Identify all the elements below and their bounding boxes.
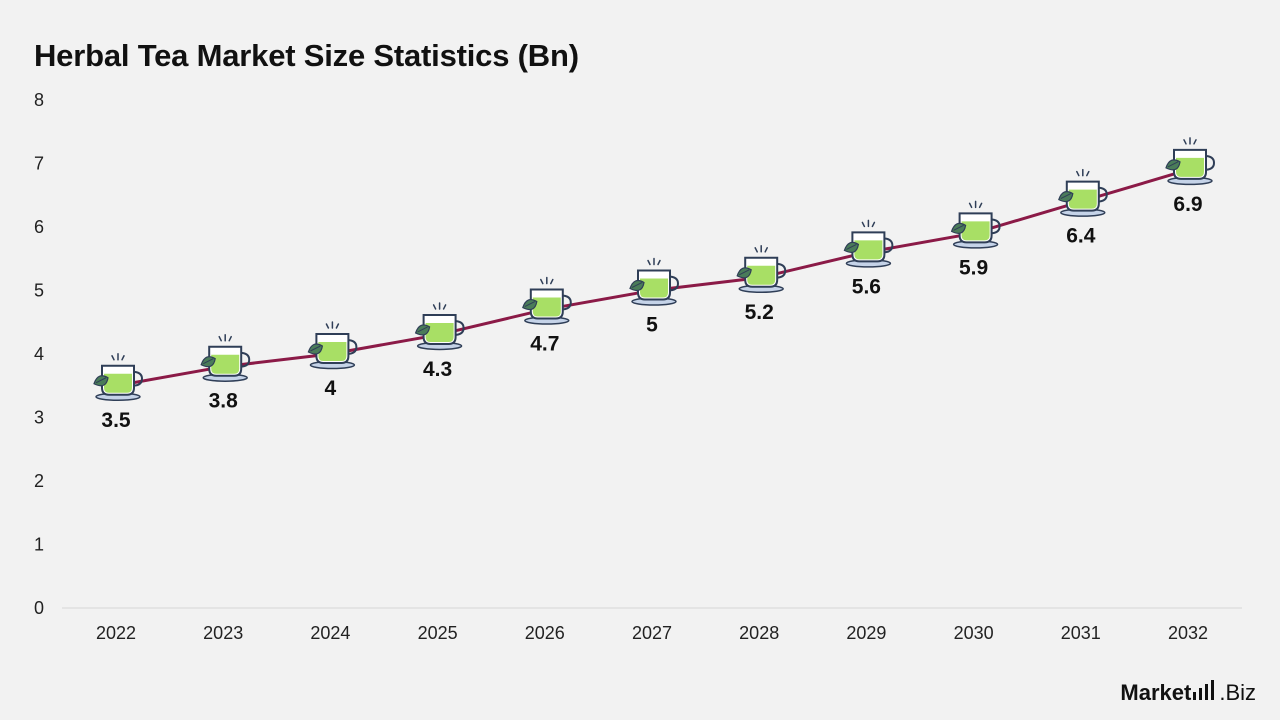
data-label: 5.9 <box>959 256 988 279</box>
y-tick-label: 7 <box>34 154 44 174</box>
tea-cup-icon <box>1165 137 1216 186</box>
y-tick-label: 8 <box>34 90 44 110</box>
data-label: 5.2 <box>745 301 774 324</box>
y-tick-label: 2 <box>34 471 44 491</box>
x-tick-label: 2032 <box>1168 623 1208 643</box>
x-tick-label: 2022 <box>96 623 136 643</box>
y-tick-label: 1 <box>34 535 44 555</box>
tea-cup-icon <box>200 333 251 382</box>
brand-name-strong: Market <box>1120 680 1192 705</box>
tea-cup-icon <box>843 219 894 268</box>
x-tick-label: 2026 <box>525 623 565 643</box>
data-label: 6.9 <box>1173 193 1202 216</box>
x-tick-label: 2029 <box>846 623 886 643</box>
tea-cup-icon <box>950 200 1001 249</box>
data-label: 6.4 <box>1066 225 1096 248</box>
y-tick-label: 5 <box>34 281 44 301</box>
data-label: 4 <box>325 377 337 400</box>
data-label: 5 <box>646 314 658 337</box>
x-tick-label: 2025 <box>418 623 458 643</box>
x-tick-label: 2031 <box>1061 623 1101 643</box>
tea-cup-icon <box>93 353 144 401</box>
brand-logo: Market . Biz <box>1120 680 1256 706</box>
tea-cup-icon <box>522 276 572 325</box>
brand-dot: . <box>1219 680 1226 705</box>
y-axis-ticks: 0 1 2 3 4 5 6 7 8 <box>34 90 44 618</box>
x-axis-ticks: 2022 2023 2024 2025 2026 2027 2028 2029 2030 2031… <box>96 623 1208 643</box>
tea-cup-icon <box>736 245 787 294</box>
chart-title: Herbal Tea Market Size Statistics (Bn) <box>34 38 579 73</box>
tea-cup-icon <box>414 302 465 351</box>
x-tick-label: 2024 <box>310 623 350 643</box>
y-tick-label: 0 <box>34 598 44 618</box>
data-labels: 3.5 3.8 4 4.3 4.7 5 5.2 5.6 5.9 6.4 6.9 <box>101 193 1202 432</box>
data-label: 4.3 <box>423 358 452 381</box>
brand-name-light: Biz <box>1225 680 1256 705</box>
data-markers <box>93 137 1216 401</box>
data-label: 3.8 <box>209 390 239 413</box>
bar-chart-icon <box>1193 680 1215 700</box>
y-tick-label: 4 <box>34 344 44 364</box>
x-tick-label: 2027 <box>632 623 672 643</box>
y-tick-label: 6 <box>34 217 44 237</box>
x-tick-label: 2023 <box>203 623 243 643</box>
x-tick-label: 2028 <box>739 623 779 643</box>
x-tick-label: 2030 <box>954 623 994 643</box>
tea-cup-icon <box>629 257 680 306</box>
y-tick-label: 3 <box>34 408 44 428</box>
data-label: 4.7 <box>530 333 559 356</box>
data-label: 5.6 <box>852 275 881 298</box>
tea-cup-icon <box>307 321 358 370</box>
data-label: 3.5 <box>101 409 131 432</box>
tea-cup-icon <box>1058 168 1108 217</box>
